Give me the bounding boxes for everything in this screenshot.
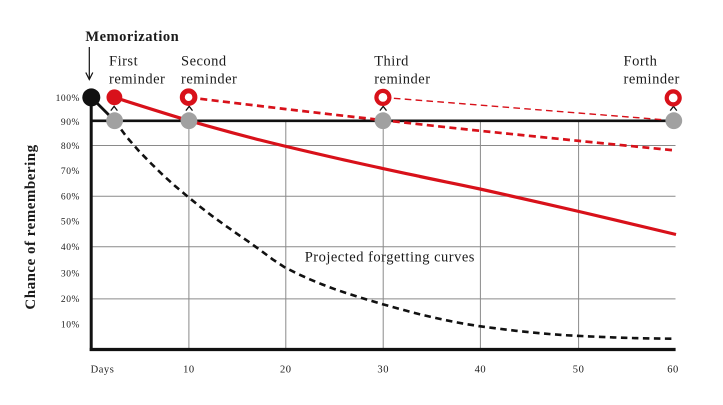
svg-text:30: 30	[377, 365, 389, 376]
svg-text:40%: 40%	[61, 243, 80, 253]
svg-text:50%: 50%	[61, 217, 80, 227]
svg-text:Third: Third	[374, 53, 409, 69]
svg-text:10%: 10%	[61, 320, 80, 330]
svg-text:reminder: reminder	[624, 71, 680, 87]
svg-text:50: 50	[573, 365, 585, 376]
svg-text:reminder: reminder	[374, 71, 430, 87]
svg-text:40: 40	[475, 365, 487, 376]
svg-text:10: 10	[183, 365, 195, 376]
svg-text:100%: 100%	[56, 94, 80, 104]
svg-text:First: First	[109, 53, 138, 69]
svg-text:20%: 20%	[61, 295, 80, 305]
svg-text:Second: Second	[181, 53, 227, 69]
svg-text:Days: Days	[91, 365, 115, 376]
svg-text:90%: 90%	[61, 118, 80, 128]
svg-text:Chance of remembering: Chance of remembering	[23, 144, 39, 309]
svg-text:Projected forgetting curves: Projected forgetting curves	[305, 249, 475, 265]
svg-text:Forth: Forth	[624, 53, 658, 69]
svg-text:30%: 30%	[61, 269, 80, 279]
svg-text:60: 60	[667, 365, 679, 376]
svg-text:60%: 60%	[61, 192, 80, 202]
svg-text:70%: 70%	[61, 167, 80, 177]
svg-text:reminder: reminder	[109, 71, 165, 87]
svg-text:80%: 80%	[61, 142, 80, 152]
svg-text:reminder: reminder	[181, 71, 237, 87]
svg-text:Memorization: Memorization	[85, 29, 179, 45]
svg-text:20: 20	[280, 365, 292, 376]
